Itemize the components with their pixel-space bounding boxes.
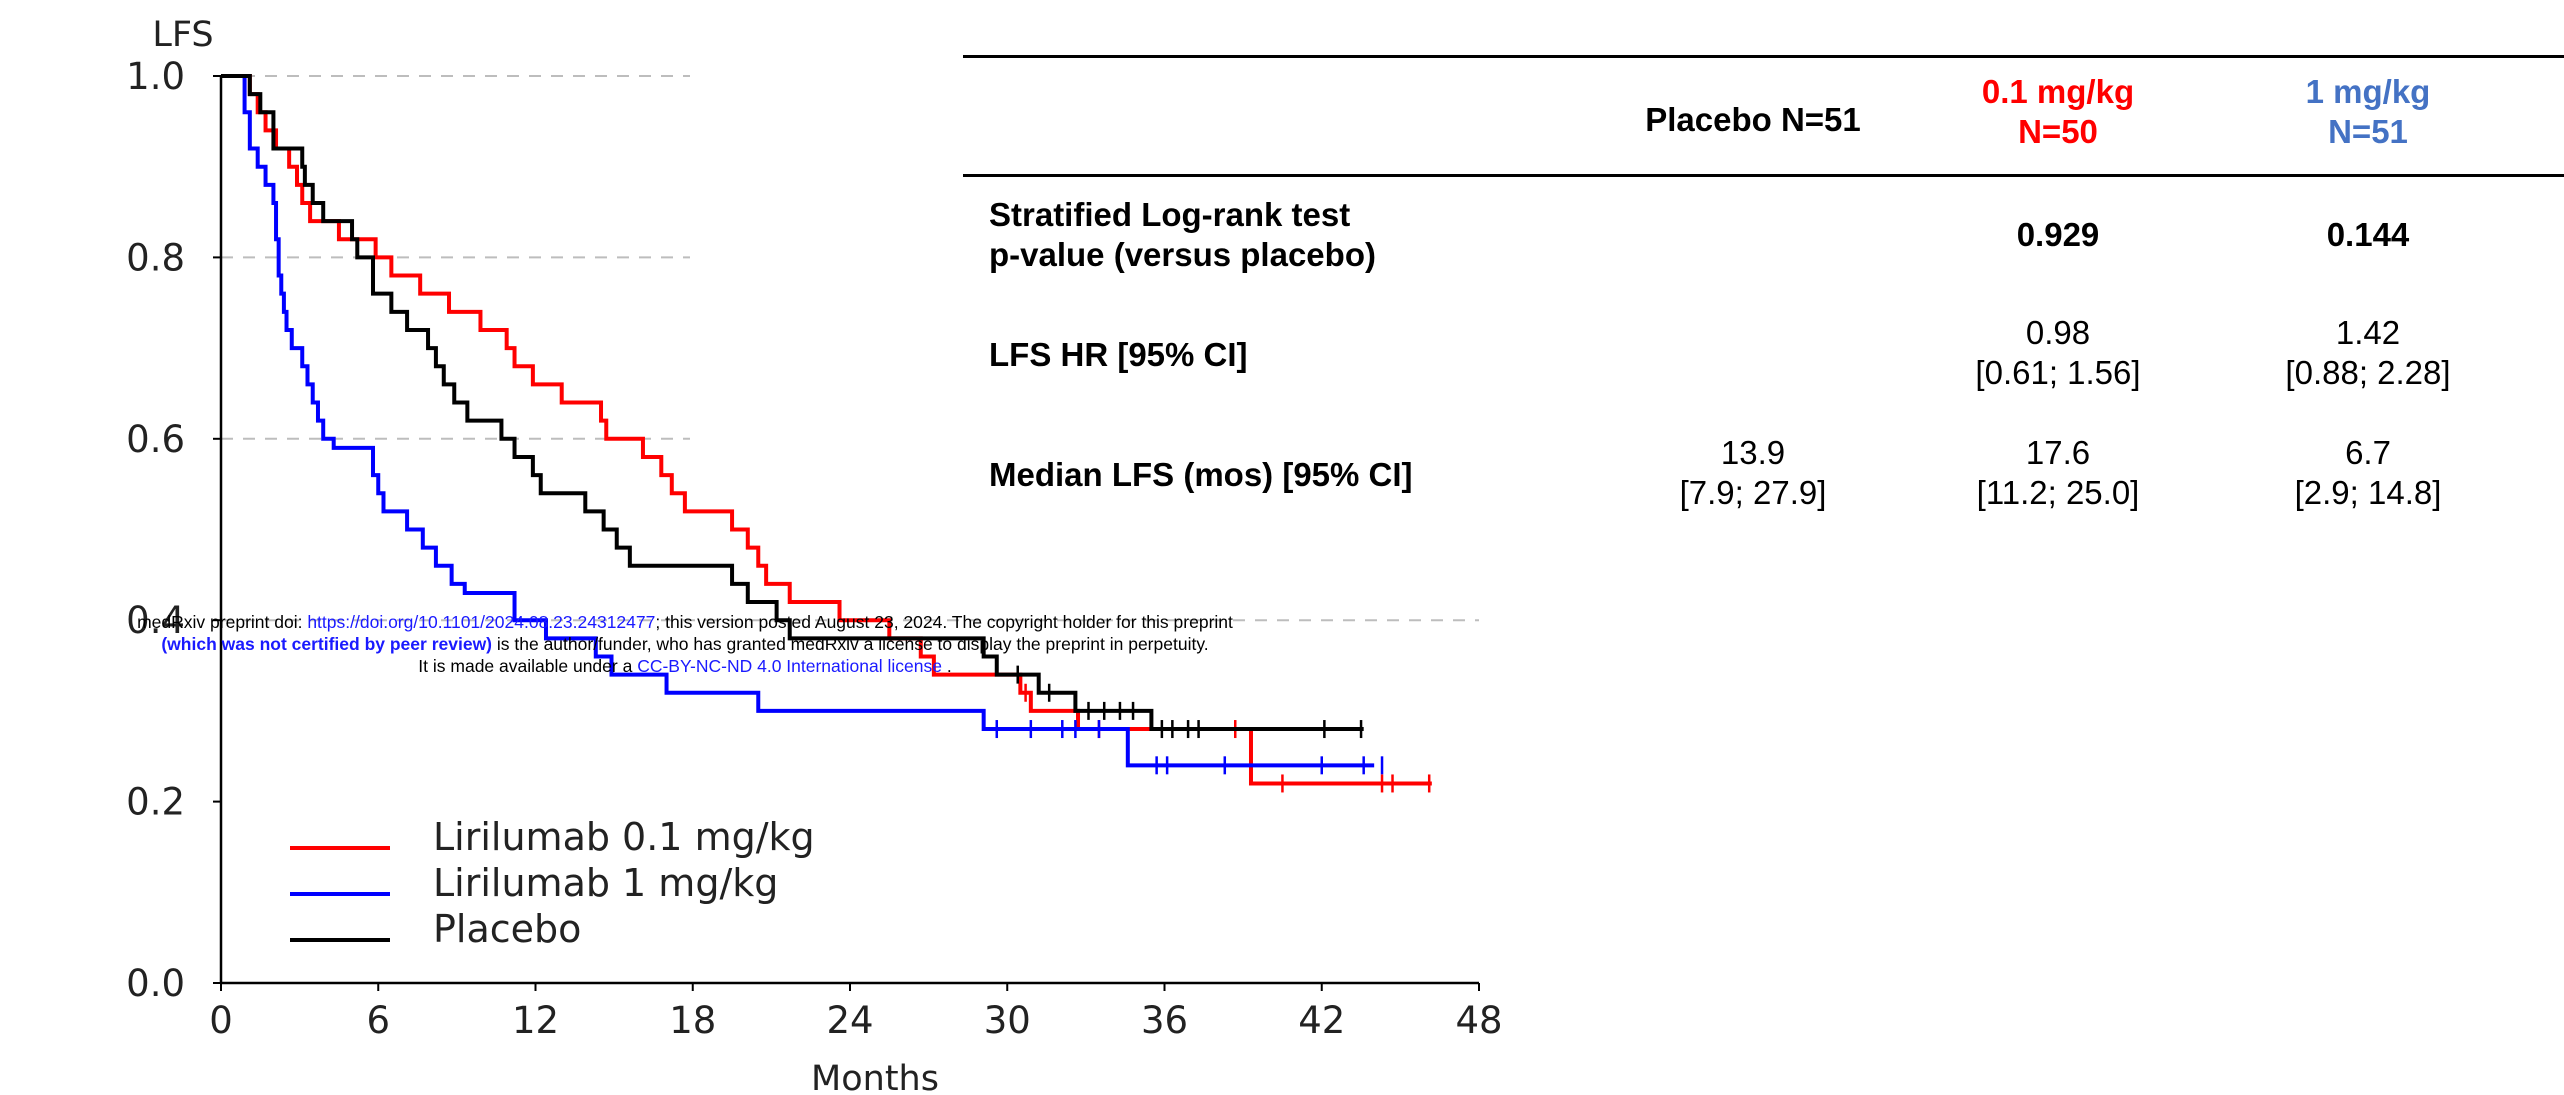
watermark-line-1: medRxiv preprint doi: https://doi.org/10… bbox=[0, 611, 1370, 633]
logrank-1mg: 0.144 bbox=[2326, 216, 2410, 253]
median-0-1mg: 17.6 [11.2; 25.0] bbox=[1976, 434, 2140, 511]
row-label-logrank: Stratified Log-rank test p-value (versus… bbox=[989, 196, 1376, 273]
median-1mg: 6.7 [2.9; 14.8] bbox=[2294, 434, 2442, 511]
tick-labels: 0 6 12 18 24 30 36 42 48 0.0 0.2 0.4 0.6 0.8 1.0 bbox=[126, 55, 1502, 1042]
row-label-median: Median LFS (mos) [95% CI] bbox=[989, 456, 1413, 493]
x-tick-label: 0 bbox=[209, 999, 233, 1042]
x-tick-label: 48 bbox=[1455, 999, 1502, 1042]
x-tick-label: 6 bbox=[366, 999, 390, 1042]
row-label-hr: LFS HR [95% CI] bbox=[989, 336, 1248, 373]
x-tick-label: 18 bbox=[669, 999, 716, 1042]
x-tick-label: 42 bbox=[1298, 999, 1345, 1042]
license-link[interactable]: CC-BY-NC-ND 4.0 International license bbox=[637, 656, 942, 676]
doi-link[interactable]: https://doi.org/10.1101/2024.08.23.24312… bbox=[307, 612, 656, 632]
watermark-line-2: (which was not certified by peer review)… bbox=[0, 633, 1370, 655]
km-curve bbox=[221, 74, 1432, 786]
legend-label: Lirilumab 0.1 mg/kg bbox=[433, 815, 815, 859]
col-header-placebo: Placebo N=51 bbox=[1645, 101, 1861, 138]
watermark-text: It is made available under a bbox=[418, 656, 638, 676]
watermark-text: is the author/funder, who has granted me… bbox=[492, 634, 1209, 654]
logrank-0-1mg: 0.929 bbox=[2016, 216, 2100, 253]
x-tick-label: 36 bbox=[1141, 999, 1188, 1042]
km-curve bbox=[221, 74, 1364, 732]
col-header-0-1mg: 0.1 mg/kg N=50 bbox=[1981, 73, 2135, 150]
y-axis-title: LFS bbox=[152, 15, 213, 55]
watermark-text: ; this version posted August 23, 2024. T… bbox=[655, 612, 1233, 632]
km-chart: 0 6 12 18 24 30 36 42 48 0.0 0.2 0.4 0.6 0.8 1.0 LFS M… bbox=[126, 15, 1502, 1095]
y-tick-label: 0.4 bbox=[126, 599, 185, 642]
table-top-rule bbox=[963, 55, 2564, 58]
hr-1mg: 1.42 [0.88; 2.28] bbox=[2285, 314, 2451, 391]
watermark-text: . bbox=[941, 656, 952, 676]
watermark-line-3: It is made available under a CC-BY-NC-ND… bbox=[0, 655, 1370, 677]
x-axis-title: Months bbox=[811, 1059, 939, 1095]
hr-0-1mg: 0.98 [0.61; 1.56] bbox=[1975, 314, 2141, 391]
legend-label: Lirilumab 1 mg/kg bbox=[433, 861, 778, 905]
x-tick-label: 30 bbox=[984, 999, 1031, 1042]
km-curve bbox=[221, 74, 1375, 768]
x-tick-label: 12 bbox=[512, 999, 559, 1042]
survival-curves bbox=[221, 74, 1432, 793]
median-placebo: 13.9 [7.9; 27.9] bbox=[1679, 434, 1827, 511]
y-tick-label: 0.2 bbox=[126, 781, 185, 824]
gridlines bbox=[221, 75, 1479, 622]
y-tick-label: 0.8 bbox=[126, 236, 185, 279]
watermark-text: medRxiv preprint doi: bbox=[137, 612, 308, 632]
preprint-watermark: medRxiv preprint doi: https://doi.org/10… bbox=[0, 611, 1370, 677]
col-header-1mg: 1 mg/kg N=51 bbox=[2305, 73, 2431, 150]
y-tick-label: 1.0 bbox=[126, 55, 185, 98]
table-header-rule bbox=[963, 174, 2564, 177]
watermark-peer-review-note: (which was not certified by peer review) bbox=[161, 634, 493, 654]
y-tick-label: 0.0 bbox=[126, 962, 185, 1005]
legend-label: Placebo bbox=[433, 907, 581, 951]
y-tick-label: 0.6 bbox=[126, 418, 185, 461]
x-tick-label: 24 bbox=[826, 999, 873, 1042]
